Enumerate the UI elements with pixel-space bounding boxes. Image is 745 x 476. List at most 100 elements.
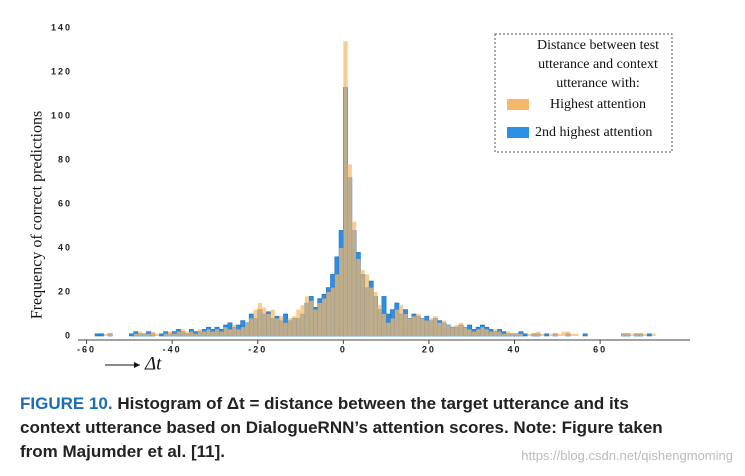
watermark: https://blog.csdn.net/qishengmoming	[521, 448, 733, 463]
histogram-bar	[505, 331, 511, 336]
histogram-bar	[514, 333, 519, 336]
y-tick-label: 60	[58, 198, 72, 208]
x-tick-label: 0	[340, 344, 347, 354]
histogram-bar	[441, 320, 447, 336]
legend-label: 2nd highest attention	[535, 125, 652, 140]
histogram-bar	[557, 333, 562, 336]
histogram-bar	[488, 331, 494, 336]
y-tick-label: 40	[58, 242, 72, 252]
histogram-bar	[330, 287, 335, 336]
histogram-bar	[300, 305, 305, 336]
histogram-bar	[570, 333, 575, 336]
y-axis-label: Frequency of correct predictions	[29, 111, 46, 319]
histogram-bar	[621, 333, 626, 336]
histogram-bar	[437, 322, 442, 336]
histogram-bar	[146, 333, 151, 336]
histogram-bar	[304, 296, 310, 336]
histogram-bar	[189, 331, 194, 336]
histogram-bar	[651, 333, 656, 336]
histogram-bar	[253, 309, 258, 336]
histogram-bar	[497, 331, 502, 336]
histogram-bar	[287, 318, 292, 336]
histogram-bar	[107, 333, 113, 336]
histogram-bar	[364, 274, 370, 336]
histogram-bar	[582, 333, 588, 337]
x-tick-label: 40	[508, 344, 522, 354]
histogram-bar	[197, 329, 203, 336]
histogram-bar	[630, 333, 635, 336]
histogram-bar	[351, 221, 357, 336]
histogram-bar	[540, 333, 545, 336]
histogram-bar	[334, 274, 340, 336]
histogram-bar	[390, 318, 395, 336]
histogram-bar	[446, 325, 451, 336]
histogram-bar	[522, 333, 528, 337]
histogram-bar	[642, 333, 648, 336]
histogram-bar	[518, 333, 524, 336]
histogram-bar	[501, 333, 506, 336]
histogram-bar	[296, 309, 301, 336]
histogram-bar	[206, 329, 211, 336]
histogram-bar	[386, 322, 391, 336]
histogram-bar	[326, 292, 331, 336]
histogram-bar	[270, 309, 275, 336]
histogram-bar	[274, 318, 280, 336]
histogram-bar	[150, 331, 156, 336]
y-tick-label: 120	[51, 66, 72, 76]
histogram-bar	[377, 305, 382, 336]
histogram-bar	[381, 314, 387, 336]
histogram-bar	[184, 331, 190, 336]
histogram-bar	[416, 314, 421, 336]
legend-title: Distance between test	[537, 38, 659, 53]
histogram-bar	[159, 333, 164, 337]
histogram-bar	[356, 259, 361, 336]
histogram-bar	[219, 331, 224, 336]
histogram-bar	[244, 322, 250, 336]
histogram-bar	[347, 164, 352, 336]
histogram-bar	[476, 329, 481, 336]
histogram-bar	[202, 331, 207, 336]
histogram-bar	[420, 318, 425, 336]
caption-text: Histogram of Δt = distance between the t…	[20, 394, 663, 461]
histogram-bar	[291, 316, 297, 336]
histogram-bar	[565, 331, 571, 336]
histogram-bar	[646, 333, 652, 337]
histogram-bar	[454, 325, 459, 336]
histogram-bar	[129, 333, 134, 337]
histogram-bar	[527, 333, 532, 336]
histogram-bar	[531, 333, 536, 336]
histogram-bar	[232, 325, 237, 336]
histogram-bar	[343, 41, 348, 336]
histogram-bar	[553, 333, 558, 336]
histogram-bar	[180, 329, 185, 336]
y-tick-label: 80	[58, 154, 72, 164]
histogram-bar	[369, 287, 374, 336]
histogram-bar	[463, 327, 468, 336]
histogram-bar	[467, 329, 472, 336]
histogram-bar	[167, 331, 173, 336]
histogram-bar	[394, 309, 399, 336]
histogram-bar	[313, 309, 318, 336]
histogram-bar	[493, 329, 498, 336]
histogram-bar	[155, 333, 160, 336]
histogram-bar	[94, 333, 100, 337]
histogram-bar	[339, 248, 344, 336]
y-tick-label: 100	[51, 110, 72, 120]
histogram-bar	[223, 327, 228, 336]
histogram-bar	[321, 298, 327, 336]
y-tick-label: 140	[51, 22, 72, 32]
y-tick-label: 20	[58, 286, 72, 296]
histogram-bar	[471, 331, 477, 336]
legend-swatch	[507, 99, 529, 110]
histogram-bar	[535, 331, 541, 336]
chart: Frequency of correct predictions Δt -60 -…	[29, 22, 690, 374]
histogram-bar	[176, 331, 181, 336]
histogram-bar	[214, 329, 220, 336]
legend-label: Highest attention	[550, 97, 646, 112]
histogram-bar	[99, 333, 104, 337]
histogram-bar	[428, 318, 434, 336]
histogram-bar	[279, 316, 284, 336]
caption-label: FIGURE 10.	[20, 394, 113, 413]
histogram-bar	[133, 333, 138, 336]
